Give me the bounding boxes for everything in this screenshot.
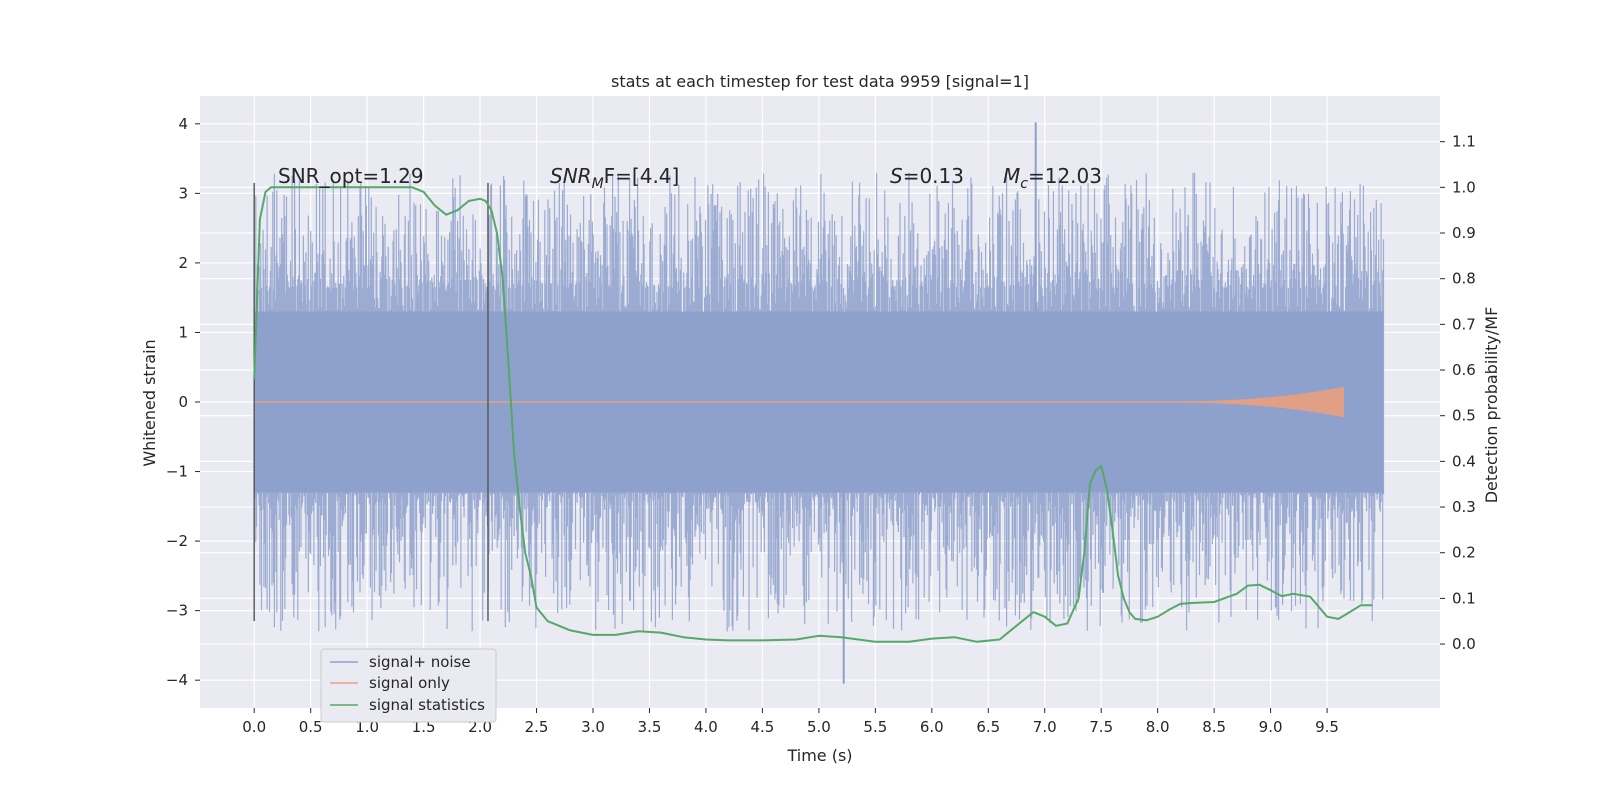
mc-main: M [1003, 164, 1020, 188]
y2-tick-label: 0.6 [1452, 361, 1476, 379]
y-tick-label: 1 [178, 323, 188, 341]
snr-mf-main: SNR [550, 164, 592, 188]
y2-tick-label: 0.3 [1452, 498, 1476, 516]
signal-only-envelope [1112, 386, 1344, 418]
y-tick-label: −3 [166, 602, 188, 620]
signal-statistics-series [253, 186, 1373, 643]
y2-tick-label: 0.5 [1452, 407, 1476, 425]
y2-tick-label: 0.8 [1452, 270, 1476, 288]
y-tick-label: 2 [178, 254, 188, 272]
x-tick-label: 6.0 [920, 718, 944, 736]
x-tick-label: 9.5 [1315, 718, 1339, 736]
y-tick-label: 0 [178, 393, 188, 411]
y-tick-label: 4 [178, 115, 188, 133]
y2-tick-label: 0.2 [1452, 544, 1476, 562]
y2-tick-label: 0.7 [1452, 315, 1476, 333]
x-tick-label: 0.5 [299, 718, 323, 736]
y2-tick-label: 0.1 [1452, 589, 1476, 607]
legend-label-stats: signal statistics [369, 696, 485, 714]
signal-only-series [254, 386, 1345, 418]
y-tick-label: −2 [166, 532, 188, 550]
x-tick-label: 5.5 [863, 718, 887, 736]
x-tick-label: 6.5 [976, 718, 1000, 736]
y2-tick-label: 0.0 [1452, 635, 1476, 653]
x-tick-label: 7.0 [1033, 718, 1057, 736]
signal-statistics-line [253, 186, 1373, 643]
y2-tick-label: 1.1 [1452, 133, 1476, 151]
legend-label-signal: signal only [369, 674, 450, 692]
x-tick-label: 7.5 [1089, 718, 1113, 736]
mc-sub: c [1020, 176, 1028, 192]
s-main: S [890, 164, 903, 188]
x-tick-label: 5.0 [807, 718, 831, 736]
legend: signal+ noise signal only signal statist… [320, 648, 497, 723]
snr-mf-rest: F=[4.4] [604, 164, 680, 188]
x-tick-label: 3.5 [638, 718, 662, 736]
mc-annotation: Mc=12.03 [1003, 164, 1102, 192]
y-tick-label: −4 [166, 671, 188, 689]
s-annotation: S=0.13 [890, 164, 964, 188]
y-tick-label: −1 [166, 463, 188, 481]
y2-axis-ticks: 1.1 1.0 0.9 0.8 0.7 0.6 0.5 0.4 0.3 0.2 0.1 0.0 [1440, 133, 1476, 653]
y-axis-ticks: 4 3 2 1 0 −1 −2 −3 −4 [166, 115, 200, 689]
legend-box [320, 648, 497, 723]
y2-axis-label: Detection probability/MF [1482, 307, 1501, 504]
snr-opt-annotation: SNR_opt=1.29 [278, 164, 424, 188]
x-tick-label: 8.5 [1202, 718, 1226, 736]
y2-tick-label: 0.4 [1452, 452, 1476, 470]
snr-mf-sub: M [592, 176, 604, 192]
x-axis-ticks: 0.0 0.5 1.0 1.5 2.0 2.5 3.0 3.5 4.0 4.5 5.0 5.5 6.0 6… [242, 708, 1339, 736]
x-tick-label: 9.0 [1259, 718, 1283, 736]
marker-lines [253, 182, 489, 622]
mc-rest: =12.03 [1028, 164, 1102, 188]
chart-title: stats at each timestep for test data 995… [611, 72, 1029, 91]
x-axis-label: Time (s) [786, 746, 852, 765]
y2-tick-label: 0.9 [1452, 224, 1476, 242]
snr-mf-annotation: SNRMF=[4.4] [550, 164, 679, 192]
x-tick-label: 3.0 [581, 718, 605, 736]
s-rest: =0.13 [903, 164, 964, 188]
legend-label-noise: signal+ noise [369, 653, 471, 671]
x-tick-label: 2.5 [525, 718, 549, 736]
y-axis-label: Whitened strain [140, 339, 159, 466]
x-tick-label: 0.0 [242, 718, 266, 736]
x-tick-label: 8.0 [1146, 718, 1170, 736]
x-tick-label: 4.5 [750, 718, 774, 736]
y2-tick-label: 1.0 [1452, 178, 1476, 196]
x-tick-label: 4.0 [694, 718, 718, 736]
y-tick-label: 3 [178, 184, 188, 202]
